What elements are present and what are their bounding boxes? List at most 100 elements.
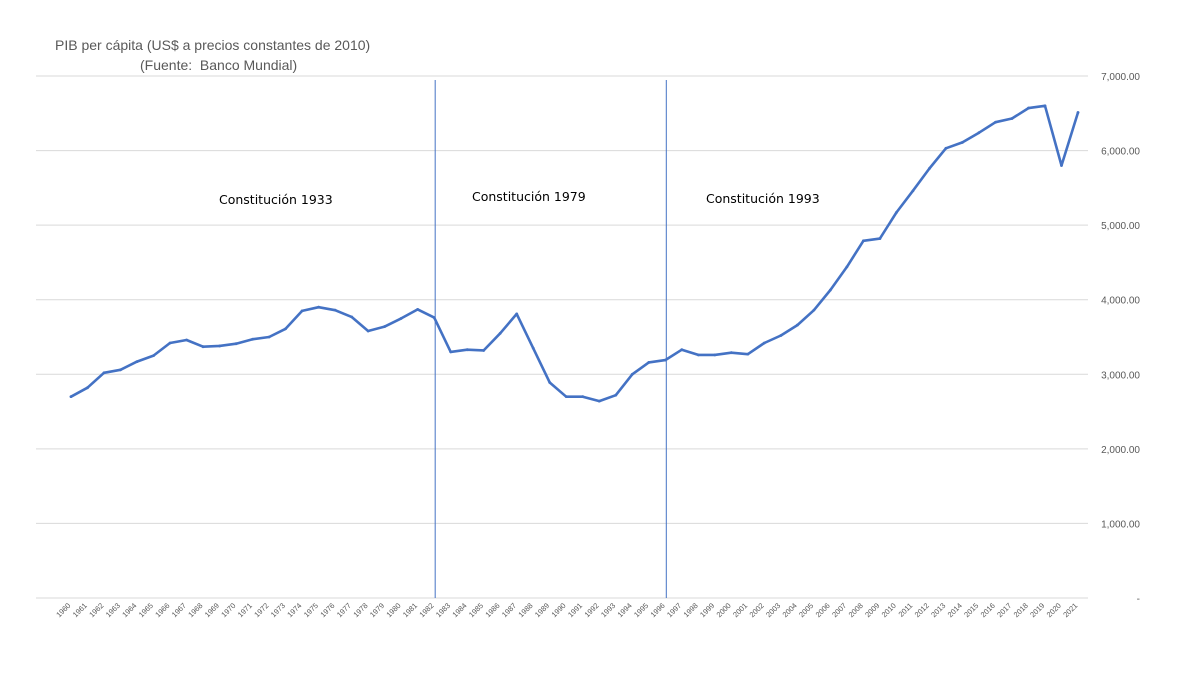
x-tick-label: 2011 <box>897 601 915 619</box>
x-tick-label: 1969 <box>203 601 221 619</box>
data-point-1983 <box>449 350 453 354</box>
data-point-1998 <box>696 353 700 357</box>
data-point-1985 <box>482 349 486 352</box>
annotation-constitucion-1979: Constitución 1979 <box>472 189 586 204</box>
x-tick-label: 1962 <box>87 601 105 619</box>
data-point-1968 <box>201 345 205 349</box>
data-point-2011 <box>911 189 915 193</box>
data-point-2006 <box>828 288 832 292</box>
x-tick-label: 1967 <box>170 601 188 619</box>
data-point-1974 <box>300 309 304 313</box>
y-axis-ticks: - 1,000.00 2,000.00 3,000.00 4,000.00 5,000.0… <box>1101 72 1140 605</box>
x-tick-label: 1989 <box>533 601 551 619</box>
x-tick-label: 1979 <box>368 601 386 619</box>
data-point-1961 <box>86 386 89 390</box>
x-tick-label: 1983 <box>434 601 452 619</box>
x-tick-label: 2005 <box>797 601 815 619</box>
x-tick-label: 1970 <box>219 601 237 619</box>
data-point-2017 <box>1010 117 1014 120</box>
data-point-1991 <box>581 395 585 399</box>
y-tick-label: - <box>1137 594 1140 605</box>
x-tick-label: 1976 <box>318 601 336 619</box>
x-tick-label: 2019 <box>1028 601 1046 619</box>
x-axis-ticks: 1960196119621963196419651966196719681969… <box>54 601 1079 619</box>
data-point-1984 <box>465 348 469 352</box>
x-tick-label: 2002 <box>748 601 766 619</box>
data-point-1987 <box>515 312 519 316</box>
x-tick-label: 1984 <box>450 601 468 619</box>
data-point-2010 <box>895 211 898 214</box>
gridlines <box>36 75 1088 599</box>
chart-subtitle: (Fuente: Banco Mundial) <box>140 57 298 73</box>
y-tick-label: 1,000.00 <box>1101 519 1140 530</box>
y-tick-label: 2,000.00 <box>1101 445 1140 456</box>
data-point-1972 <box>267 335 271 339</box>
data-point-2012 <box>928 167 931 170</box>
x-tick-label: 1964 <box>120 601 138 619</box>
data-point-1981 <box>416 308 420 311</box>
x-tick-label: 2004 <box>781 601 799 619</box>
chart-title: PIB per cápita (US$ a precios constantes… <box>55 37 371 53</box>
data-point-1986 <box>498 331 502 335</box>
x-tick-label: 1972 <box>252 601 270 619</box>
data-point-1992 <box>597 399 601 403</box>
x-tick-label: 1961 <box>71 601 89 619</box>
data-point-2004 <box>795 323 799 327</box>
annotation-constitucion-1933: Constitución 1933 <box>219 192 333 207</box>
data-point-2008 <box>861 239 865 243</box>
x-tick-label: 2021 <box>1061 601 1079 619</box>
x-tick-label: 2010 <box>880 601 898 619</box>
data-point-1978 <box>366 329 370 333</box>
data-point-1965 <box>152 354 155 358</box>
data-point-2019 <box>1043 104 1047 108</box>
x-tick-label: 1973 <box>269 601 287 619</box>
data-point-2009 <box>878 237 882 240</box>
annotation-constitucion-1993: Constitución 1993 <box>706 191 820 206</box>
x-tick-label: 1977 <box>335 601 353 619</box>
data-point-2003 <box>779 334 783 337</box>
x-tick-label: 1993 <box>599 601 617 619</box>
x-tick-label: 1994 <box>616 601 634 619</box>
data-point-2018 <box>1027 106 1030 110</box>
x-tick-label: 2016 <box>979 601 997 619</box>
data-point-1990 <box>564 395 568 399</box>
x-tick-label: 1971 <box>236 601 254 619</box>
data-point-1993 <box>614 393 618 397</box>
data-point-1963 <box>119 368 122 372</box>
data-point-1970 <box>234 342 238 346</box>
data-point-2005 <box>812 308 816 312</box>
x-tick-label: 2003 <box>764 601 782 619</box>
x-tick-label: 1995 <box>632 601 650 619</box>
x-tick-label: 1963 <box>104 601 122 619</box>
x-tick-label: 1965 <box>137 601 155 619</box>
x-tick-label: 1999 <box>698 601 716 619</box>
x-tick-label: 2017 <box>995 601 1013 619</box>
data-point-1967 <box>185 338 188 342</box>
x-tick-label: 1997 <box>665 601 683 619</box>
constitution-dividers <box>434 80 667 598</box>
data-point-1960 <box>69 395 73 399</box>
y-tick-label: 4,000.00 <box>1101 296 1140 307</box>
x-tick-label: 2018 <box>1012 601 1030 619</box>
data-point-2007 <box>845 265 849 269</box>
x-tick-label: 1990 <box>549 601 567 619</box>
data-point-2002 <box>762 341 766 345</box>
x-tick-label: 1986 <box>483 601 501 619</box>
x-tick-label: 2020 <box>1045 601 1063 619</box>
x-tick-label: 1981 <box>401 601 419 619</box>
data-point-1964 <box>135 360 139 364</box>
data-point-2020 <box>1060 164 1063 167</box>
data-point-2001 <box>746 352 750 356</box>
data-point-1994 <box>630 372 634 376</box>
y-tick-label: 6,000.00 <box>1101 147 1140 158</box>
x-tick-label: 2009 <box>863 601 881 619</box>
data-point-1979 <box>383 325 387 328</box>
data-point-2013 <box>944 146 948 150</box>
data-point-1966 <box>168 341 172 345</box>
data-point-1980 <box>399 316 403 320</box>
data-point-2016 <box>994 120 997 124</box>
x-tick-label: 1992 <box>583 601 601 619</box>
data-point-1988 <box>531 346 535 350</box>
x-tick-label: 1998 <box>682 601 700 619</box>
x-tick-label: 1975 <box>302 601 320 619</box>
